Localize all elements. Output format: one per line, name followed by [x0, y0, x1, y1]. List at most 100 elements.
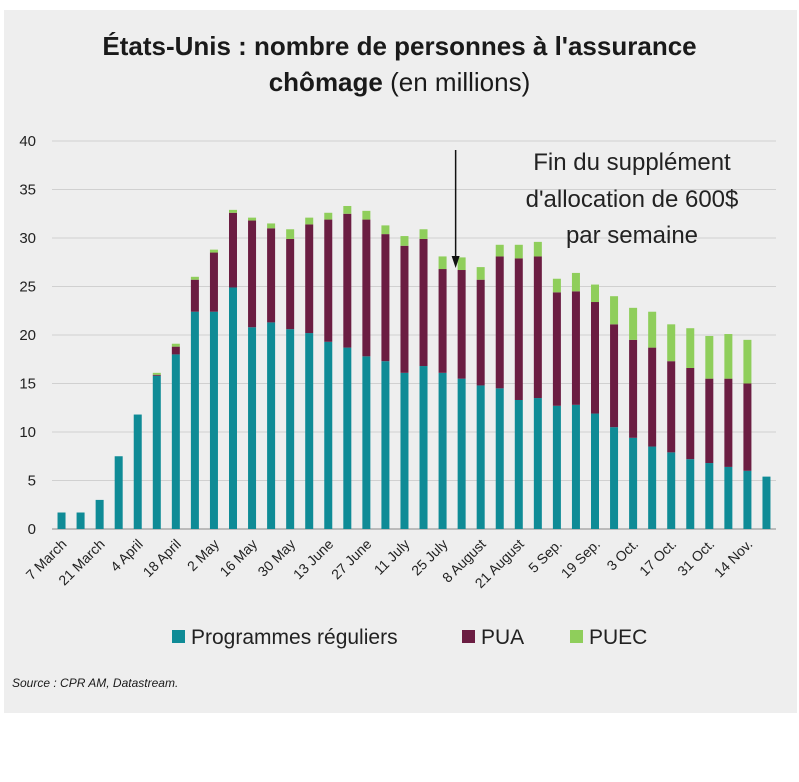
bar-pua: [190, 279, 199, 312]
x-tick-label: 31 Oct.: [674, 536, 717, 579]
bar-puec: [343, 205, 352, 214]
bar-pua: [305, 224, 314, 334]
bar-puec: [209, 249, 218, 253]
bar-regular: [171, 354, 180, 529]
chart-title-main: États-Unis : nombre de personnes à l'ass…: [102, 31, 696, 97]
bar-pua: [286, 238, 295, 330]
bar-regular: [305, 333, 314, 529]
bar-puec: [457, 257, 466, 271]
x-tick-label: 13 June: [290, 536, 337, 583]
bar-pua: [610, 324, 619, 428]
bar-puec: [495, 244, 504, 257]
bar-regular: [57, 512, 66, 529]
bar-pua: [590, 302, 600, 414]
bar-puec: [743, 339, 752, 384]
bar-regular: [228, 287, 238, 529]
bar-regular: [552, 405, 561, 529]
bar-regular: [476, 385, 485, 529]
bar-pua: [343, 213, 352, 348]
annotation-text: d'allocation de 600$: [526, 186, 739, 213]
bar-regular: [762, 476, 771, 529]
y-tick-label: 40: [19, 133, 36, 150]
bar-pua: [495, 256, 504, 389]
bar-regular: [209, 311, 218, 529]
legend-label: PUEC: [589, 626, 647, 649]
legend-swatch-regular: [172, 630, 185, 643]
y-tick-label: 20: [19, 327, 36, 344]
bar-puec: [705, 335, 714, 379]
bar-pua: [533, 256, 542, 399]
bar-regular: [152, 375, 161, 529]
bar-puec: [362, 210, 371, 220]
bar-pua: [171, 346, 180, 355]
annotation-text: par semaine: [566, 222, 698, 249]
y-tick-label: 0: [28, 521, 36, 538]
bar-regular: [133, 414, 142, 529]
bar-pua: [362, 219, 371, 357]
bar-puec: [286, 229, 295, 239]
source-note: Source : CPR AM, Datastream.: [12, 676, 179, 690]
bar-puec: [648, 311, 657, 348]
chart-title-unit: (en millions): [390, 67, 531, 97]
bar-regular: [610, 427, 619, 529]
bar-pua: [743, 383, 752, 471]
bar-pua: [381, 234, 390, 362]
y-tick-label: 15: [19, 376, 36, 393]
bar-pua: [419, 238, 428, 367]
bar-puec: [400, 236, 409, 246]
bar-puec: [610, 296, 619, 325]
bar-puec: [590, 284, 600, 303]
bar-pua: [724, 378, 733, 467]
bar-regular: [495, 388, 504, 529]
bar-regular: [324, 341, 333, 529]
bar-regular: [267, 322, 276, 529]
bar-regular: [724, 466, 733, 529]
bar-puec: [324, 212, 333, 220]
bar-puec: [190, 276, 199, 280]
bar-regular: [381, 361, 390, 529]
x-tick-label: 27 June: [328, 536, 375, 583]
bar-regular: [114, 456, 123, 529]
x-tick-label: 14 Nov.: [711, 536, 756, 581]
annotation-arrow-head: [451, 256, 460, 268]
bar-regular: [95, 499, 104, 529]
bar-puec: [438, 256, 447, 270]
bar-puec: [171, 343, 180, 347]
bar-puec: [571, 272, 580, 292]
x-tick-label: 11 July: [371, 536, 413, 578]
x-tick-label: 17 Oct.: [636, 536, 679, 579]
bar-puec: [476, 267, 485, 280]
bar-regular: [571, 404, 580, 529]
bar-regular: [667, 452, 676, 529]
y-tick-label: 5: [28, 473, 36, 490]
bar-pua: [248, 220, 257, 328]
bar-puec: [152, 372, 161, 375]
bar-regular: [343, 347, 352, 529]
annotation-text: Fin du supplément: [533, 149, 731, 176]
bar-pua: [324, 219, 333, 342]
bar-pua: [457, 270, 466, 379]
bar-pua: [228, 212, 238, 288]
x-tick-label: 19 Sep.: [558, 536, 603, 581]
bar-pua: [552, 292, 561, 406]
x-tick-label: 16 May: [216, 536, 260, 580]
y-tick-label: 35: [19, 182, 36, 199]
bar-regular: [705, 463, 714, 529]
bar-puec: [267, 223, 276, 229]
bar-regular: [76, 512, 85, 529]
bar-puec: [381, 225, 390, 235]
bar-puec: [305, 217, 314, 225]
bar-puec: [667, 324, 676, 362]
bar-puec: [686, 328, 695, 368]
bar-regular: [590, 413, 600, 529]
bar-pua: [667, 361, 676, 453]
bar-pua: [476, 279, 485, 386]
bar-regular: [457, 378, 466, 529]
bar-puec: [419, 229, 428, 239]
bar-puec: [724, 334, 733, 379]
bar-pua: [438, 269, 447, 373]
bar-pua: [152, 374, 161, 376]
x-tick-label: 18 April: [140, 536, 184, 580]
bar-puec: [228, 209, 238, 213]
